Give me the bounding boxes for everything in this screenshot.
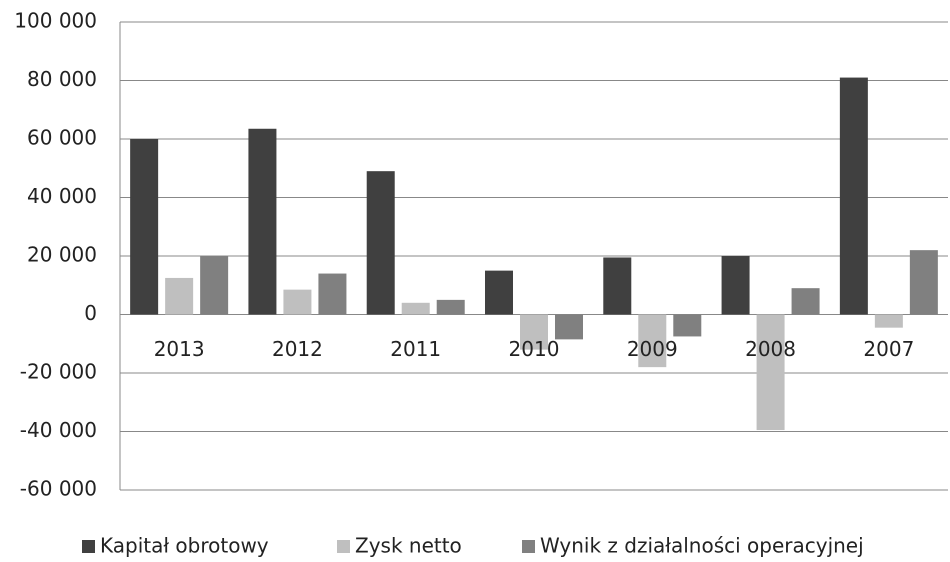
x-tick-label: 2008 [745,337,796,361]
bar [165,277,194,315]
y-tick-label: 0 [84,301,97,325]
legend-swatch [522,540,535,553]
y-tick-label: 20 000 [27,243,97,267]
legend-label: Wynik z działalności operacyjnej [540,534,864,558]
x-tick-label: 2009 [627,337,678,361]
x-tick-label: 2007 [863,337,914,361]
y-tick-label: 40 000 [27,184,97,208]
bar [909,250,938,315]
bar [673,314,702,337]
y-tick-label: -20 000 [20,360,97,384]
bar [874,314,903,328]
bar [283,289,312,315]
x-tick-label: 2012 [272,337,323,361]
bar [485,270,513,315]
x-tick-label: 2011 [390,337,441,361]
y-tick-label: 80 000 [27,67,97,91]
y-tick-label: 60 000 [27,126,97,150]
y-tick-label: 100 000 [14,9,97,33]
bar [555,314,583,340]
bar [401,302,430,315]
y-tick-label: -40 000 [20,418,97,442]
legend-label: Zysk netto [355,534,462,558]
bar [318,273,347,315]
bar [130,139,159,315]
legend-label: Kapitał obrotowy [100,534,269,558]
bar [436,299,465,315]
bar [638,314,667,368]
x-tick-label: 2010 [509,337,560,361]
bar [721,256,750,315]
bar [756,314,785,431]
y-tick-label: -60 000 [20,477,97,501]
bar [366,171,395,315]
legend-swatch [82,540,95,553]
bar [603,257,632,315]
bar [839,77,868,315]
bar [200,256,229,315]
bar [520,314,548,350]
x-tick-label: 2013 [154,337,205,361]
bar [791,288,820,315]
legend-swatch [337,540,350,553]
bar [248,128,277,315]
